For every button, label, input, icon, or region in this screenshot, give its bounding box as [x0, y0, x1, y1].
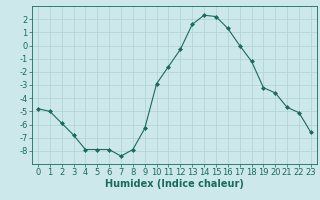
- X-axis label: Humidex (Indice chaleur): Humidex (Indice chaleur): [105, 179, 244, 189]
